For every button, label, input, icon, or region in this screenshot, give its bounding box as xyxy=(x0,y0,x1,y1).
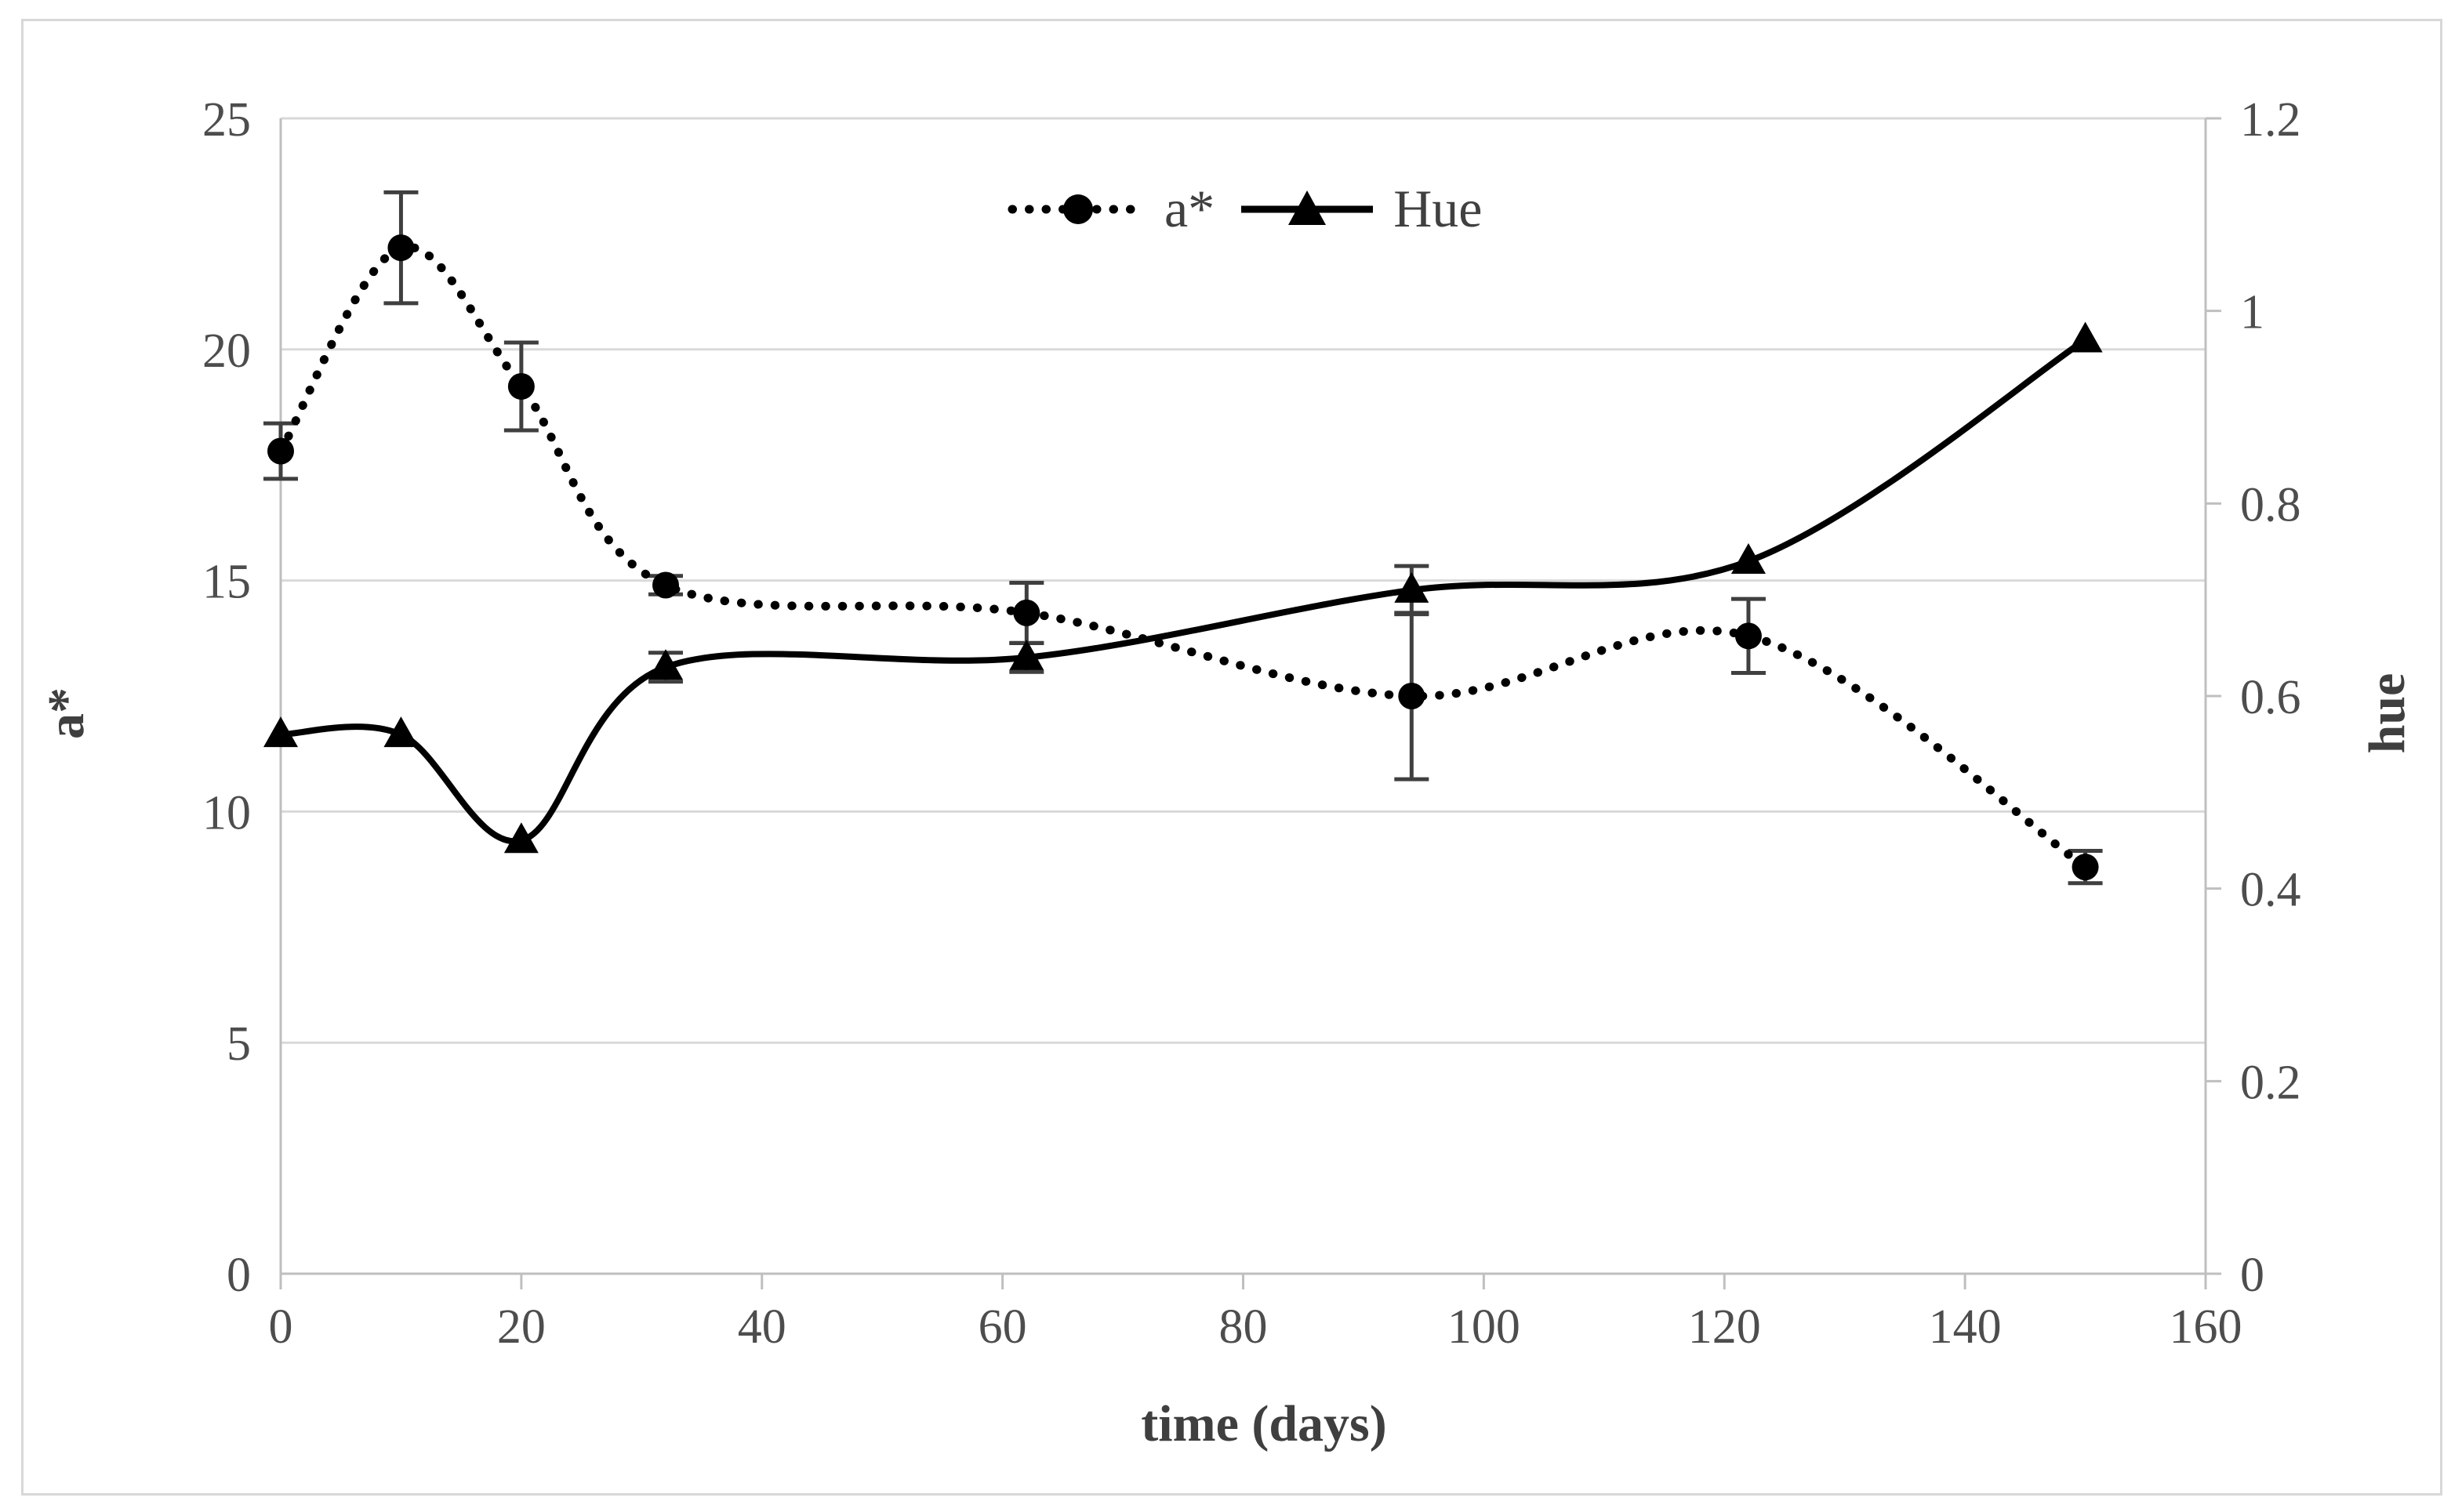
x-axis-tick-label: 140 xyxy=(1929,1300,2002,1354)
x-axis-tick-label: 60 xyxy=(979,1300,1027,1354)
y-axis-right-tick-label: 0.6 xyxy=(2240,671,2301,724)
solid-line-triangle-marker-icon xyxy=(1241,190,1374,225)
y-axis-left-tick-label: 25 xyxy=(202,93,251,147)
a-star-data-point xyxy=(267,437,294,465)
y-axis-right-tick-label: 0.2 xyxy=(2240,1056,2301,1109)
a-star-data-point xyxy=(1398,683,1425,709)
a-star-series-line xyxy=(276,242,2090,872)
legend-item-hue: Hue xyxy=(1236,178,1482,240)
a-star-data-point xyxy=(2072,854,2099,881)
y-axis-left-tick-label: 5 xyxy=(227,1017,251,1071)
a-star-data-point xyxy=(507,372,535,400)
hue-series-line xyxy=(280,337,2087,845)
y-axis-right-tick-label: 0.8 xyxy=(2240,478,2301,531)
dotted-line-circle-marker-icon xyxy=(1008,194,1149,224)
y-axis-left-tick-label: 0 xyxy=(227,1249,251,1302)
legend-label-a-star: a* xyxy=(1164,179,1215,238)
a-star-data-point xyxy=(1734,622,1762,650)
y-axis-right-tick-label: 1.2 xyxy=(2240,93,2301,147)
hue-data-point xyxy=(1730,543,1766,575)
legend: a* Hue xyxy=(1008,178,1482,240)
legend-label-hue: Hue xyxy=(1393,179,1483,238)
x-axis-tick-label: 160 xyxy=(2170,1300,2242,1354)
x-axis-tick-label: 20 xyxy=(497,1300,546,1354)
hue-data-point xyxy=(263,716,298,748)
hue-data-point xyxy=(1009,639,1044,670)
x-axis-tick-label: 120 xyxy=(1688,1300,1761,1354)
y-axis-right-title: hue xyxy=(2359,673,2416,754)
x-axis-title: time (days) xyxy=(1141,1395,1387,1452)
hue-data-point xyxy=(2068,321,2103,353)
a-star-data-point xyxy=(652,571,679,599)
y-axis-right-tick-label: 0 xyxy=(2240,1249,2264,1302)
x-axis-tick-label: 80 xyxy=(1219,1300,1268,1354)
y-axis-left-tick-label: 10 xyxy=(202,786,251,839)
x-axis-tick-label: 100 xyxy=(1447,1300,1520,1354)
hue-data-point xyxy=(1394,571,1429,603)
x-axis-tick-label: 40 xyxy=(738,1300,786,1354)
x-axis-tick-label: 0 xyxy=(269,1300,293,1354)
hue-data-point xyxy=(383,716,419,748)
y-axis-right-tick-label: 0.4 xyxy=(2240,864,2301,917)
a-star-data-point xyxy=(1013,599,1040,626)
hue-data-point xyxy=(648,649,683,680)
hue-data-point xyxy=(503,822,539,854)
y-axis-left-title: a* xyxy=(38,687,95,739)
y-axis-left-tick-label: 20 xyxy=(202,325,251,378)
a-star-data-point xyxy=(387,234,415,262)
y-axis-left-tick-label: 15 xyxy=(202,556,251,609)
chart-figure: 0 20 40 60 80 100 120 140 160 0 5 10 15 20 25 0 0.2 0.4 0.… xyxy=(21,19,2442,1496)
legend-item-a-star: a* xyxy=(1008,178,1215,240)
chart-canvas: 0 20 40 60 80 100 120 140 160051015202500.20.40.… xyxy=(202,93,2301,1354)
y-axis-right-tick-label: 1 xyxy=(2240,286,2264,339)
